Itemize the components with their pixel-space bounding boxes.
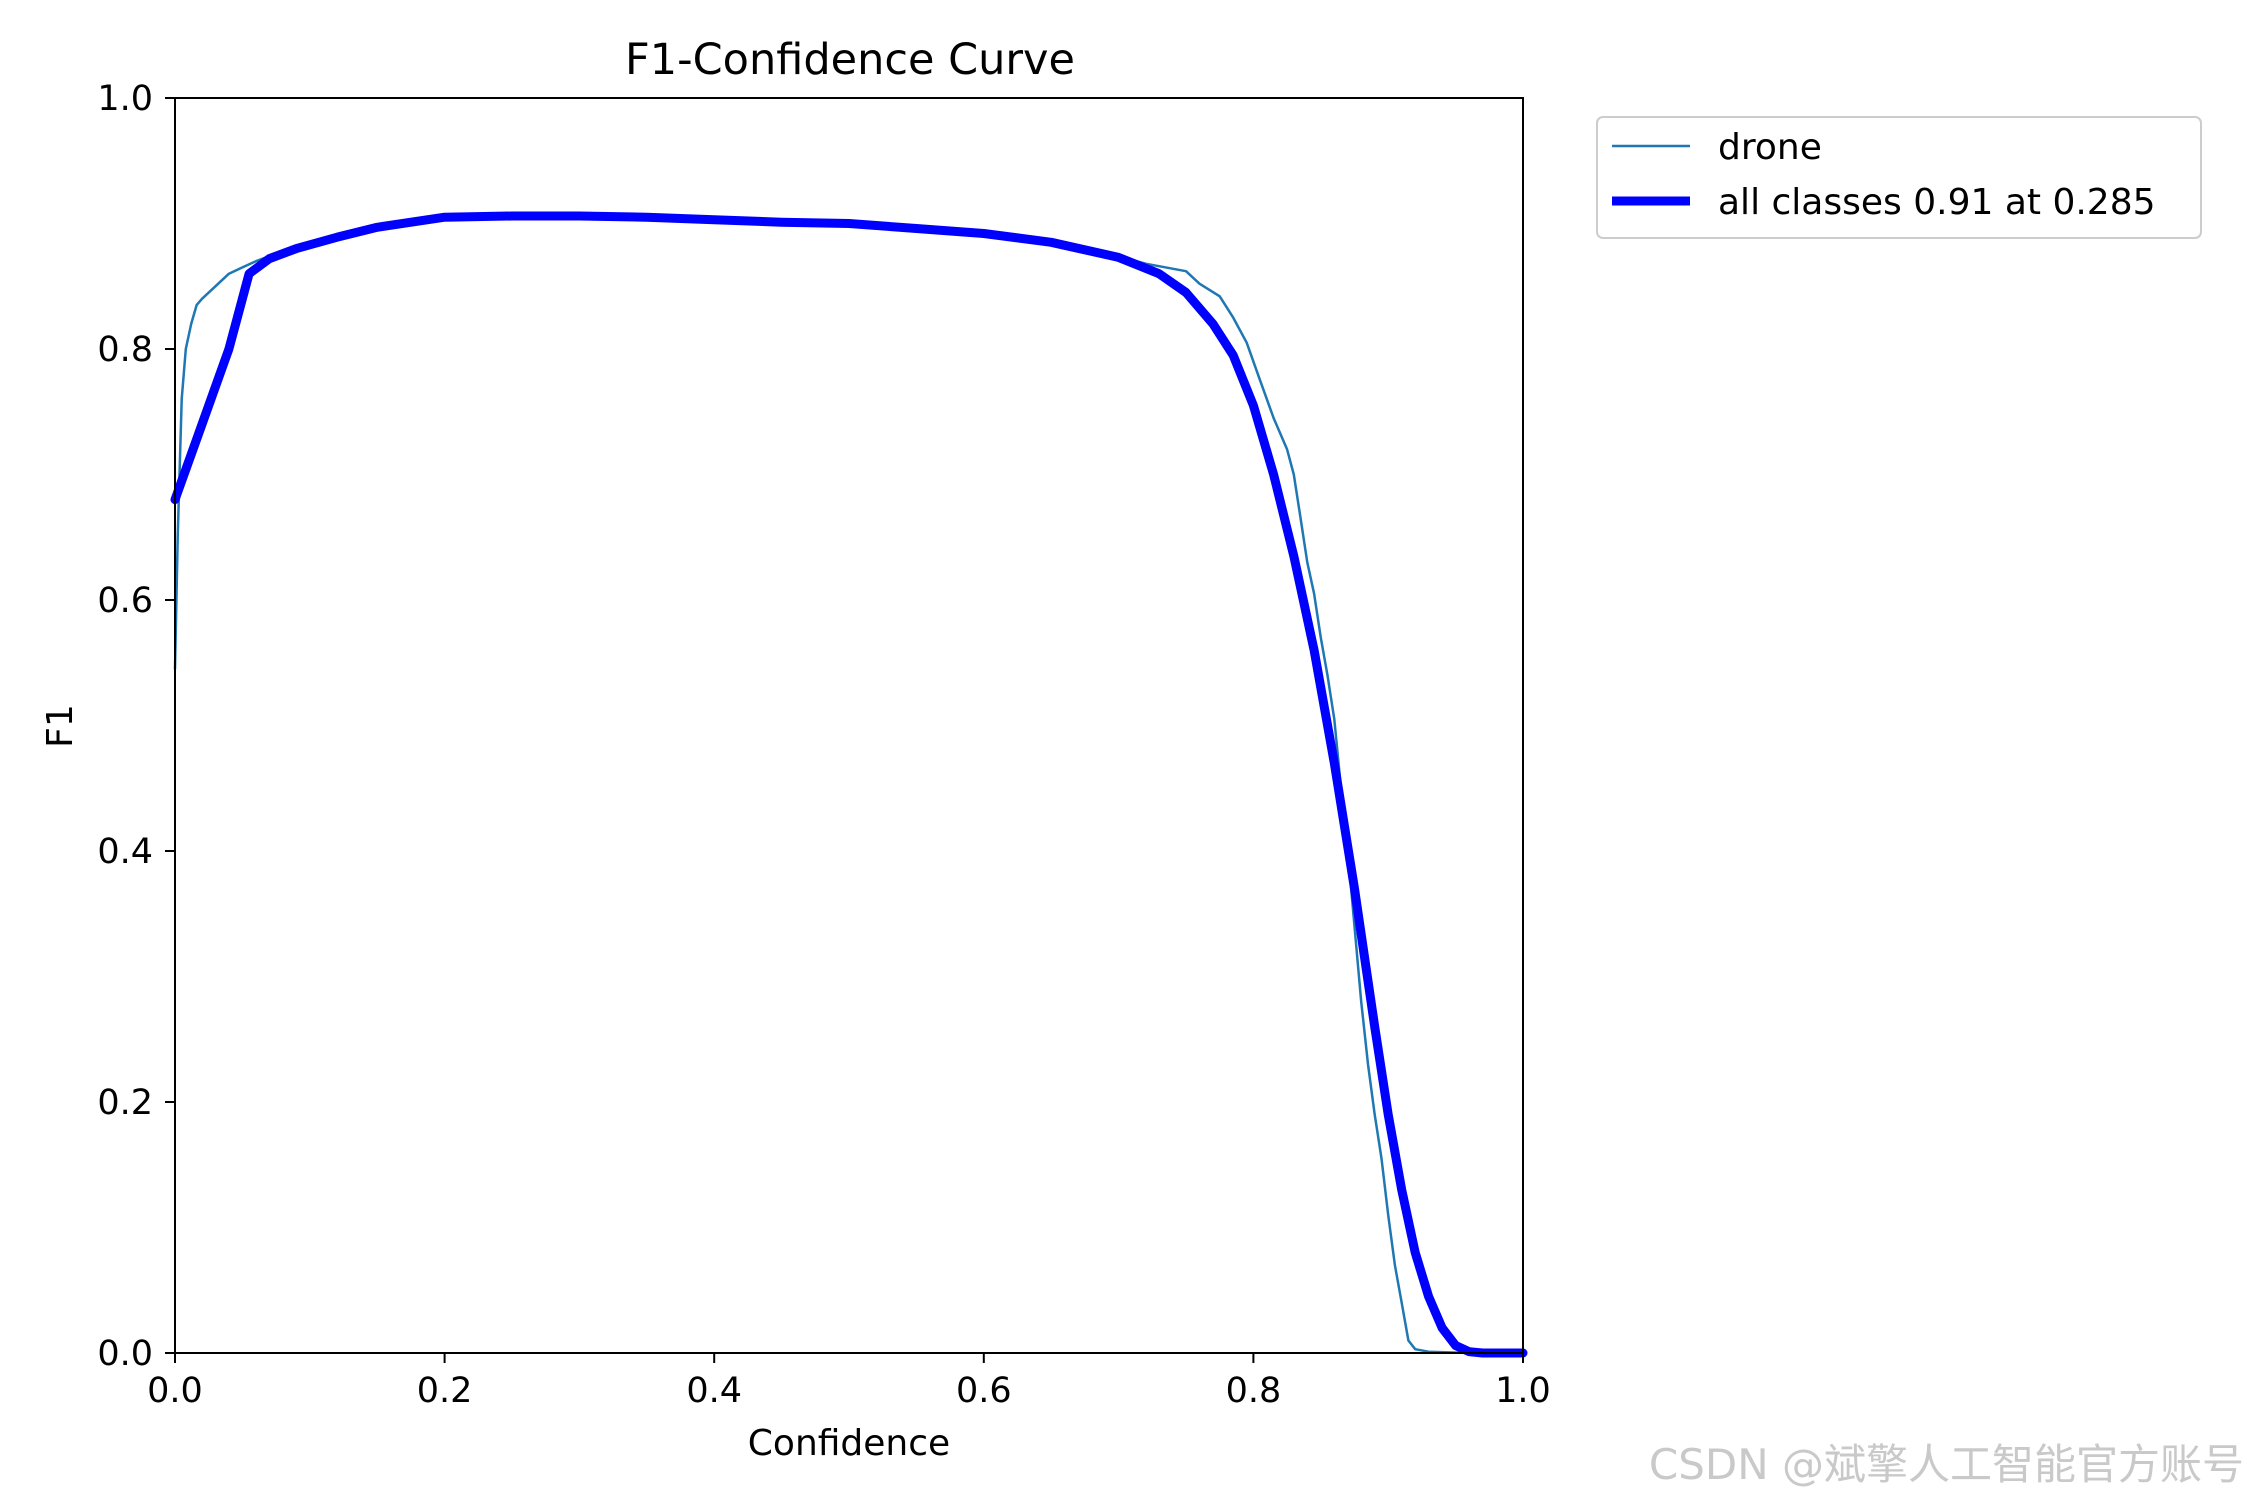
legend-box xyxy=(1596,116,2202,239)
y-tick-label: 1.0 xyxy=(97,79,153,119)
series-layer xyxy=(170,211,1528,1358)
plot-frame xyxy=(174,97,1524,1354)
y-axis-label: F1 xyxy=(40,704,81,748)
x-tick-label: 1.0 xyxy=(1495,1371,1551,1411)
watermark: CSDN @斌擎人工智能官方账号 xyxy=(1648,1440,2244,1489)
series-line-all-classes xyxy=(170,211,1528,1358)
y-tick-label: 0.8 xyxy=(97,330,153,370)
x-tick-label: 0.0 xyxy=(147,1371,203,1411)
y-tick-label: 0.0 xyxy=(97,1334,153,1374)
legend-label-all-classes: all classes 0.91 at 0.285 xyxy=(1718,182,2156,223)
x-tick-label: 0.8 xyxy=(1226,1371,1282,1411)
y-tick-label: 0.2 xyxy=(97,1083,153,1123)
x-tick-label: 0.4 xyxy=(686,1371,742,1411)
x-tick-label: 0.6 xyxy=(956,1371,1012,1411)
series-line-drone xyxy=(173,214,1525,1355)
x-axis: 0.0 0.2 0.4 0.6 0.8 1.0 xyxy=(147,1353,1551,1411)
legend-label-drone: drone xyxy=(1718,127,1822,168)
y-tick-label: 0.4 xyxy=(97,832,153,872)
x-axis-label: Confidence xyxy=(748,1423,950,1464)
chart-title: F1-Confidence Curve xyxy=(625,35,1075,85)
legend: drone all classes 0.91 at 0.285 xyxy=(1596,116,2202,239)
y-axis: 0.0 0.2 0.4 0.6 0.8 1.0 xyxy=(97,79,175,1374)
x-tick-label: 0.2 xyxy=(417,1371,473,1411)
y-tick-label: 0.6 xyxy=(97,581,153,621)
